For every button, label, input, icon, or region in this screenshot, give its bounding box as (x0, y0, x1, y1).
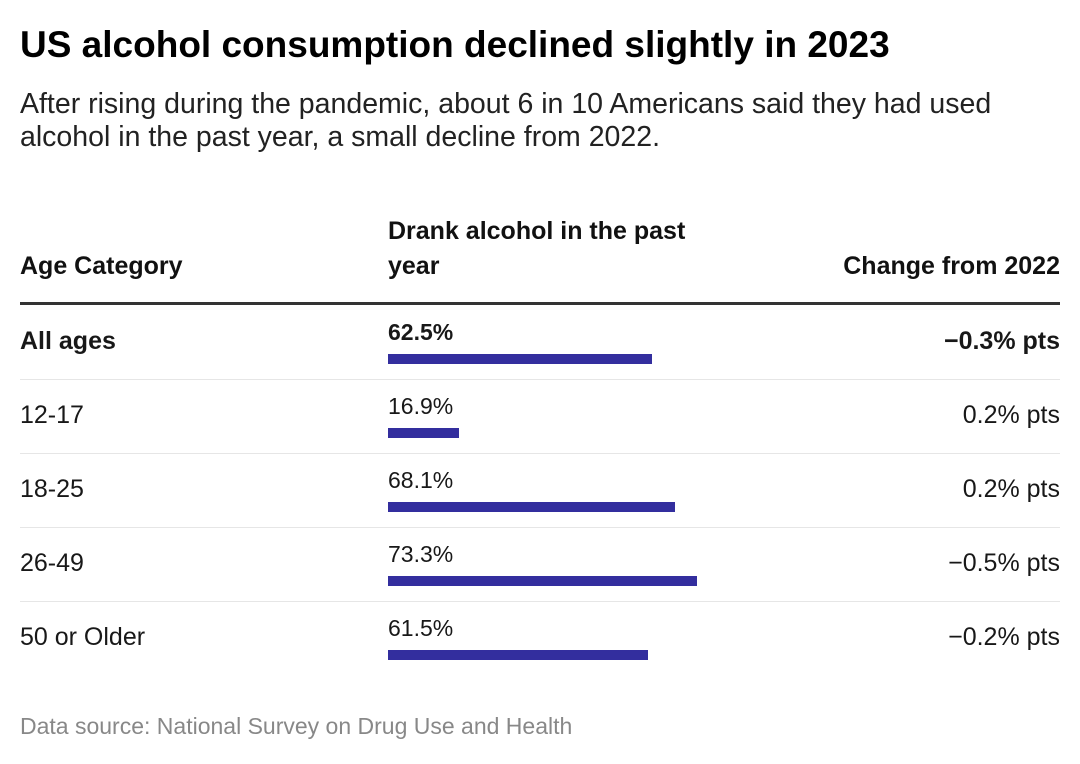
age-category: 12-17 (20, 401, 84, 429)
value-bar (388, 354, 652, 364)
value-bar (388, 576, 698, 586)
change-value: 0.2% pts (962, 475, 1060, 503)
change-value: −0.3% pts (943, 327, 1060, 355)
chart-subtitle: After rising during the pandemic, about … (20, 88, 992, 153)
value-bar (388, 502, 676, 512)
value-bar (388, 650, 648, 660)
table-row: 12-17 16.9% 0.2% pts (20, 379, 1060, 454)
table-row: 50 or Older 61.5% −0.2% pts (20, 601, 1060, 675)
value-label: 62.5% (388, 319, 454, 345)
age-category: All ages (20, 327, 116, 355)
column-header-age: Age Category (20, 252, 183, 280)
change-value: −0.5% pts (948, 549, 1060, 577)
change-value: 0.2% pts (962, 401, 1060, 429)
table-row: All ages 62.5% −0.3% pts (20, 305, 1060, 380)
value-label: 68.1% (388, 467, 454, 493)
table-row: 18-25 68.1% 0.2% pts (20, 453, 1060, 528)
change-value: −0.2% pts (948, 623, 1060, 651)
value-label: 16.9% (388, 393, 454, 419)
age-category: 26-49 (20, 549, 84, 577)
table-header: Age Category Drank alcohol in the past y… (20, 212, 1060, 305)
chart-title: US alcohol consumption declined slightly… (20, 24, 890, 65)
value-label: 73.3% (388, 541, 454, 567)
table-row: 26-49 73.3% −0.5% pts (20, 527, 1060, 602)
value-label: 61.5% (388, 615, 454, 641)
column-header-change: Change from 2022 (843, 252, 1060, 280)
age-category: 50 or Older (20, 623, 146, 651)
age-category: 18-25 (20, 475, 84, 503)
data-source: Data source: National Survey on Drug Use… (20, 713, 573, 739)
column-header-drank: Drank alcohol in the past year (388, 217, 686, 280)
value-bar (388, 428, 460, 438)
